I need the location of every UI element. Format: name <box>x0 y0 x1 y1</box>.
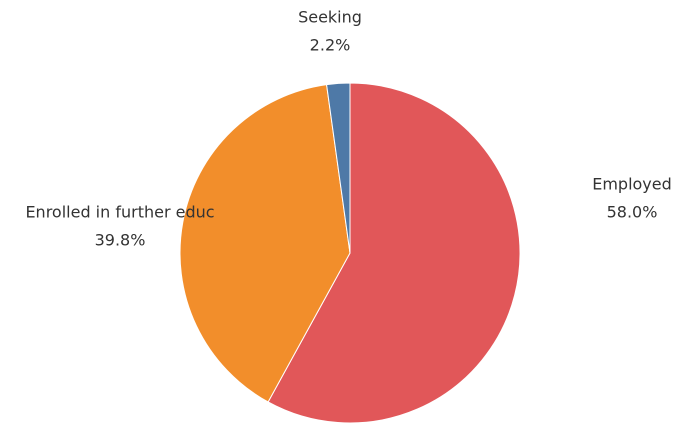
slice-value-label: 58.0% <box>607 203 658 222</box>
slice-label: Enrolled in further educ <box>25 203 214 222</box>
slice-value-label: 2.2% <box>310 36 351 55</box>
slice-label: Seeking <box>298 8 362 27</box>
slice-value-label: 39.8% <box>95 231 146 250</box>
pie-slice <box>326 82 351 254</box>
pie-slice <box>179 84 351 403</box>
slice-label: Employed <box>592 175 672 194</box>
